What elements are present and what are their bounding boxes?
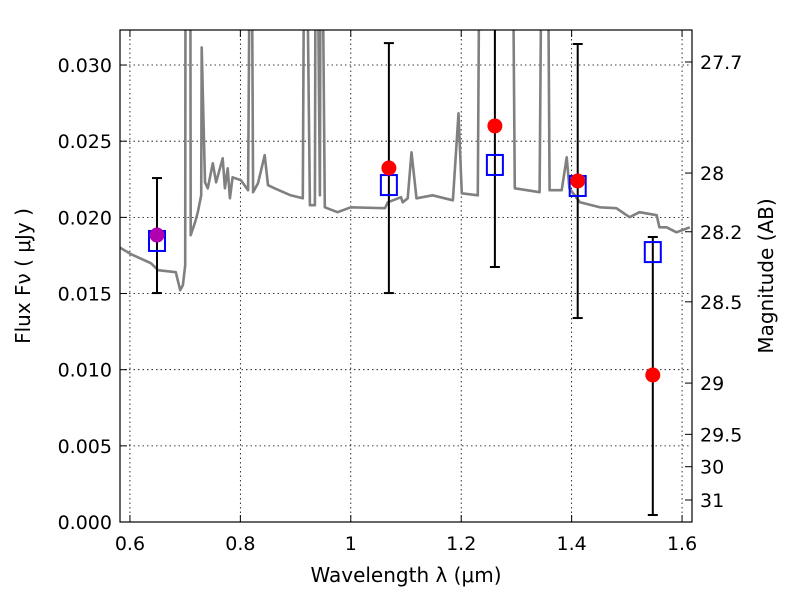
y-tick-label: 0.010 [58,360,112,382]
x-tick-label: 1.4 [557,533,587,555]
y-tick-label: 0.025 [58,131,112,153]
right-tick-label: 30 [700,457,724,479]
right-axis-label: Magnitude (AB) [754,198,778,353]
x-tick-label: 1 [345,533,357,555]
right-tick-label: 29 [700,373,724,395]
y-tick-label: 0.000 [58,512,112,534]
y-tick-label: 0.030 [58,55,112,77]
model-spectrum-line [120,30,691,292]
observed-flux-point [149,227,165,243]
model-photometry-square [485,153,504,176]
y-tick-label: 0.005 [58,436,112,458]
observed-flux-point [487,118,503,134]
x-tick-label: 1.6 [667,533,697,555]
observed-flux-point [645,367,661,383]
right-tick-label: 28.5 [700,292,742,314]
model-photometry-square [643,241,662,264]
plot-frame [119,29,693,523]
y-tick-label: 0.020 [58,207,112,229]
right-tick-label: 28.2 [700,222,742,244]
observed-flux-point [381,160,397,176]
right-tick-label: 29.5 [700,424,742,446]
x-axis-label: Wavelength λ (μm) [310,563,501,587]
x-tick-label: 0.8 [225,533,255,555]
grid-lines [120,30,692,523]
right-tick-label: 27.7 [700,52,742,74]
plot-area [120,30,691,516]
axes: 0.6 0.8 1 1.2 1.4 1.6 0.000 0.005 0.010 0.015 0.02… [58,30,742,555]
observed-flux-point [570,173,586,189]
x-tick-label: 0.6 [115,533,145,555]
x-tick-label: 1.2 [446,533,476,555]
right-tick-label: 28 [700,163,724,185]
right-tick-label: 31 [700,490,724,512]
y-tick-label: 0.015 [58,284,112,306]
y-axis-label: Flux Fν ( μJy ) [11,208,35,344]
